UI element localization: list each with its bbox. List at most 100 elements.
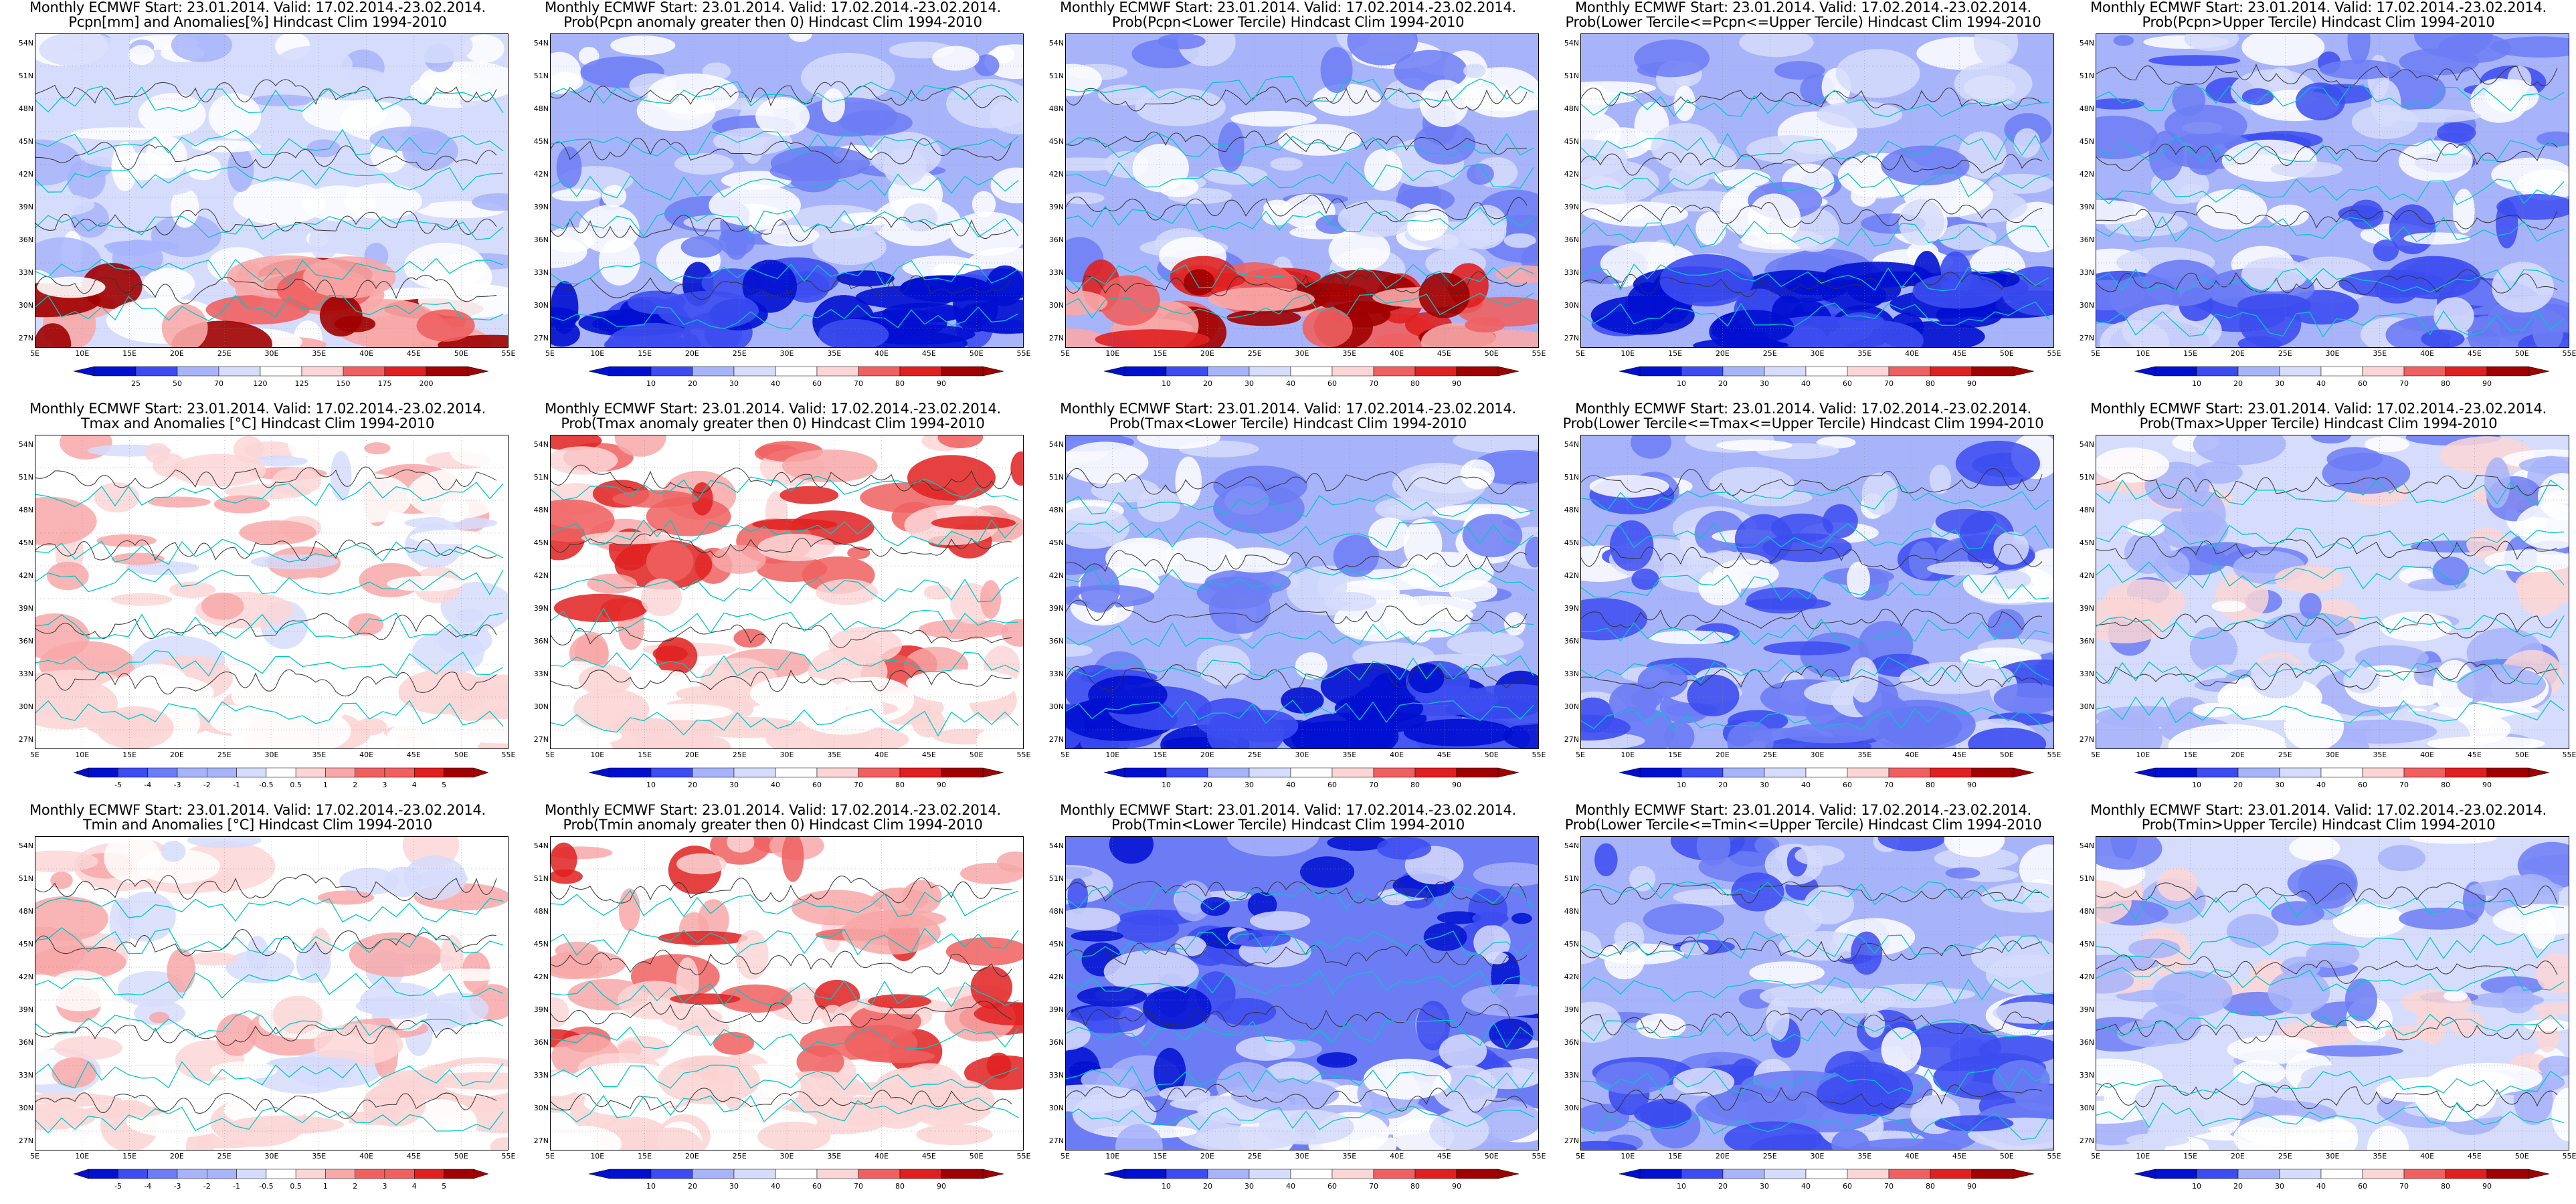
colorbar-tick-label: 70 [1884,781,1894,789]
map-panel: Monthly ECMWF Start: 23.01.2014. Valid: … [515,803,1031,1204]
lat-tick-label: 33N [1564,670,1579,678]
lat-tick-label: 33N [1048,670,1064,678]
colorbar-segment [1930,767,1972,778]
lon-tick-label: 20E [684,349,699,358]
map-panel: Monthly ECMWF Start: 23.01.2014. Valid: … [0,803,516,1204]
lat-tick-label: 33N [1564,268,1579,277]
lat-tick-label: 51N [2079,473,2094,482]
lon-tick-label: 50E [1999,750,2014,759]
lat-tick-label: 42N [1564,170,1579,179]
panel-title-line1: Monthly ECMWF Start: 23.01.2014. Valid: … [545,401,1001,417]
colorbar-segment [650,767,693,778]
lon-tick-label: 5E [30,1152,39,1161]
contour-lines [550,81,1012,300]
colorbar-segment [147,1169,178,1179]
contour-lines [35,874,497,1119]
colorbar-tick-label: 20 [688,379,697,388]
colorbar-tick-label: -4 [144,1182,152,1191]
lon-tick-label: 15E [2183,1152,2198,1161]
colorbar-segment [1681,1169,1724,1179]
colorbar-tick-label: 40 [1801,1182,1811,1191]
map-field [1580,435,2054,749]
lat-tick-label: 51N [1048,473,1064,482]
lat-tick-label: 39N [18,604,33,613]
lat-tick-label: 39N [2079,203,2094,211]
colorbar-tick-label: 5 [442,781,447,789]
colorbar-tick-label: -0.5 [259,781,274,789]
lon-tick-label: 40E [1390,1152,1404,1161]
contour-lines [1580,881,2043,1113]
colorbar-tick-label: 30 [2275,781,2284,789]
lon-tick-label: 55E [501,750,516,759]
lon-tick-label: 45E [921,750,936,759]
map-panel: Monthly ECMWF Start: 23.01.2014. Valid: … [1030,401,1546,803]
lon-tick-label: 10E [2136,750,2150,759]
contour-lines [2096,64,2558,295]
lon-tick-label: 15E [2183,349,2198,358]
colorbar-tick-label: 20 [1203,1182,1212,1191]
colorbar-segment [941,767,984,778]
lat-tick-label: 30N [533,702,549,711]
colorbar-segment [325,1169,355,1179]
colorbar-tick-label: 30 [1760,781,1769,789]
map-panel: Monthly ECMWF Start: 23.01.2014. Valid: … [2061,401,2576,803]
lat-tick-label: 42N [1048,571,1064,580]
lat-tick-label: 39N [533,1005,549,1014]
lat-tick-label: 39N [2079,604,2094,613]
colorbar-segment [343,366,385,377]
lon-tick-label: 5E [2091,1152,2100,1161]
map-field [35,836,509,1150]
colorbar-segment [207,1169,237,1179]
lat-tick-label: 27N [18,735,33,744]
lat-tick-label: 45N [1564,940,1579,948]
lon-tick-label: 50E [2514,349,2529,358]
colorbar-tick-label: 20 [1718,1182,1728,1191]
lat-tick-label: 39N [18,203,33,211]
lon-tick-label: 30E [264,1152,279,1161]
lon-tick-label: 25E [2278,750,2292,759]
colorbar-segment [1930,1169,1972,1179]
colorbar-segment [301,366,344,377]
lat-tick-label: 30N [18,301,33,310]
panel-title-line1: Monthly ECMWF Start: 23.01.2014. Valid: … [29,0,486,15]
colorbar-tick-label: 10 [2192,1182,2201,1191]
colorbar-segment [2486,1169,2529,1179]
lat-tick-label: 51N [533,72,549,80]
lon-tick-label: 50E [1484,1152,1499,1161]
colorbar-segment [775,1169,818,1179]
lon-tick-label: 15E [1668,1152,1683,1161]
lat-tick-label: 48N [533,506,549,514]
lat-tick-label: 36N [1048,637,1064,645]
panel-title-line2: Prob(Lower Tercile<=Pcpn<=Upper Tercile)… [1565,14,2041,30]
lat-tick-label: 51N [533,473,549,482]
map-field [1580,33,2054,348]
lon-tick-label: 45E [1437,750,1451,759]
colorbar-segment [147,767,178,778]
colorbar-tick-label: 90 [1452,1182,1461,1191]
lon-tick-label: 30E [264,750,279,759]
lat-tick-label: 30N [533,301,549,310]
contour-lines [35,79,497,304]
lon-tick-label: 25E [217,750,232,759]
colorbar-segment [2445,366,2488,377]
lat-tick-label: 33N [533,268,549,277]
colorbar-tick-label: 0.5 [290,1182,302,1191]
lat-tick-label: 39N [1048,604,1064,613]
lon-tick-label: 20E [169,349,184,358]
lat-tick-label: 42N [533,170,549,179]
colorbar-segment [2320,366,2363,377]
lon-tick-label: 10E [75,349,90,358]
panel-title-line2: Pcpn[mm] and Anomalies[%] Hindcast Clim … [68,14,447,30]
lon-tick-label: 40E [359,750,374,759]
colorbar-tick-label: -3 [173,781,181,789]
colorbar-tick-label: 30 [1245,781,1254,789]
colorbar-segment [444,767,474,778]
lat-tick-label: 30N [2079,1104,2094,1112]
contour-lines [1065,468,1528,692]
colorbar-tick-label: 90 [1967,1182,1976,1191]
coastline [35,897,504,1134]
colorbar-segment [941,1169,984,1179]
colorbar-segment [88,767,118,778]
colorbar [1104,767,1519,778]
colorbar-segment [1847,1169,1890,1179]
